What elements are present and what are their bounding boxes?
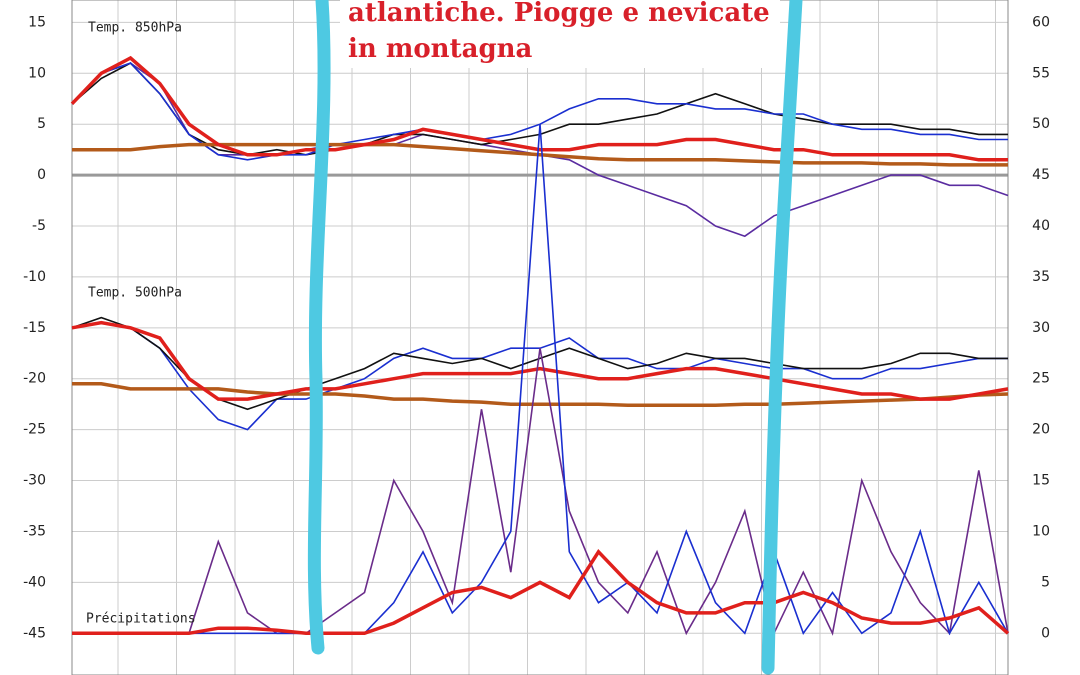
overlay-text: atlantiche. Piogge e nevicate bbox=[348, 0, 770, 28]
series-line bbox=[72, 548, 1010, 636]
y2-tick-label: 40 bbox=[1032, 218, 1050, 234]
y-tick-label: -30 bbox=[23, 473, 46, 489]
y-tick-label: -20 bbox=[23, 371, 46, 387]
series-line bbox=[72, 382, 1009, 407]
annotation: Temp. 500hPa bbox=[88, 286, 182, 301]
series-line bbox=[72, 348, 1009, 636]
lines bbox=[70, 55, 1010, 636]
annotation: Temp. 850hPa bbox=[88, 21, 182, 36]
y-tick-label: 5 bbox=[37, 116, 46, 132]
overlay-box bbox=[340, 0, 780, 68]
y2-tick-label: 50 bbox=[1032, 116, 1050, 132]
y-tick-label: -35 bbox=[23, 523, 46, 539]
y2-tick-label: 5 bbox=[1041, 574, 1050, 590]
series-line bbox=[72, 142, 1008, 167]
series-line bbox=[70, 55, 1008, 162]
y-tick-label: -10 bbox=[23, 269, 46, 285]
series-line bbox=[71, 320, 1009, 401]
y2-tick-label: 10 bbox=[1032, 523, 1050, 539]
y-tick-label: 0 bbox=[37, 167, 46, 183]
y2-tick-label: 0 bbox=[1041, 625, 1050, 641]
series-line bbox=[72, 124, 1009, 636]
y2-tick-label: 25 bbox=[1032, 371, 1050, 387]
y-tick-label: -15 bbox=[23, 320, 46, 336]
hand-stroke bbox=[307, 0, 331, 655]
overlay-text: in montagna bbox=[348, 34, 533, 64]
plot-frame bbox=[71, 0, 1009, 675]
y2-tick-label: 45 bbox=[1032, 167, 1050, 183]
series-line bbox=[71, 316, 1008, 411]
y2-tick-label: 15 bbox=[1032, 473, 1050, 489]
y2-tick-label: 55 bbox=[1032, 65, 1050, 81]
y-tick-label: -5 bbox=[32, 218, 46, 234]
y-tick-label: -25 bbox=[23, 422, 46, 438]
y-tick-label: -40 bbox=[23, 574, 46, 590]
annotation: Précipitations bbox=[86, 612, 196, 627]
y2-tick-label: 35 bbox=[1032, 269, 1050, 285]
y2-tick-label: 60 bbox=[1032, 14, 1050, 30]
hand-stroke bbox=[761, 0, 803, 675]
y2-tick-label: 30 bbox=[1032, 320, 1050, 336]
y-tick-label: 10 bbox=[28, 65, 46, 81]
y-tick-label: 15 bbox=[28, 14, 46, 30]
y-tick-label: -45 bbox=[23, 625, 46, 641]
y2-tick-label: 20 bbox=[1032, 422, 1050, 438]
